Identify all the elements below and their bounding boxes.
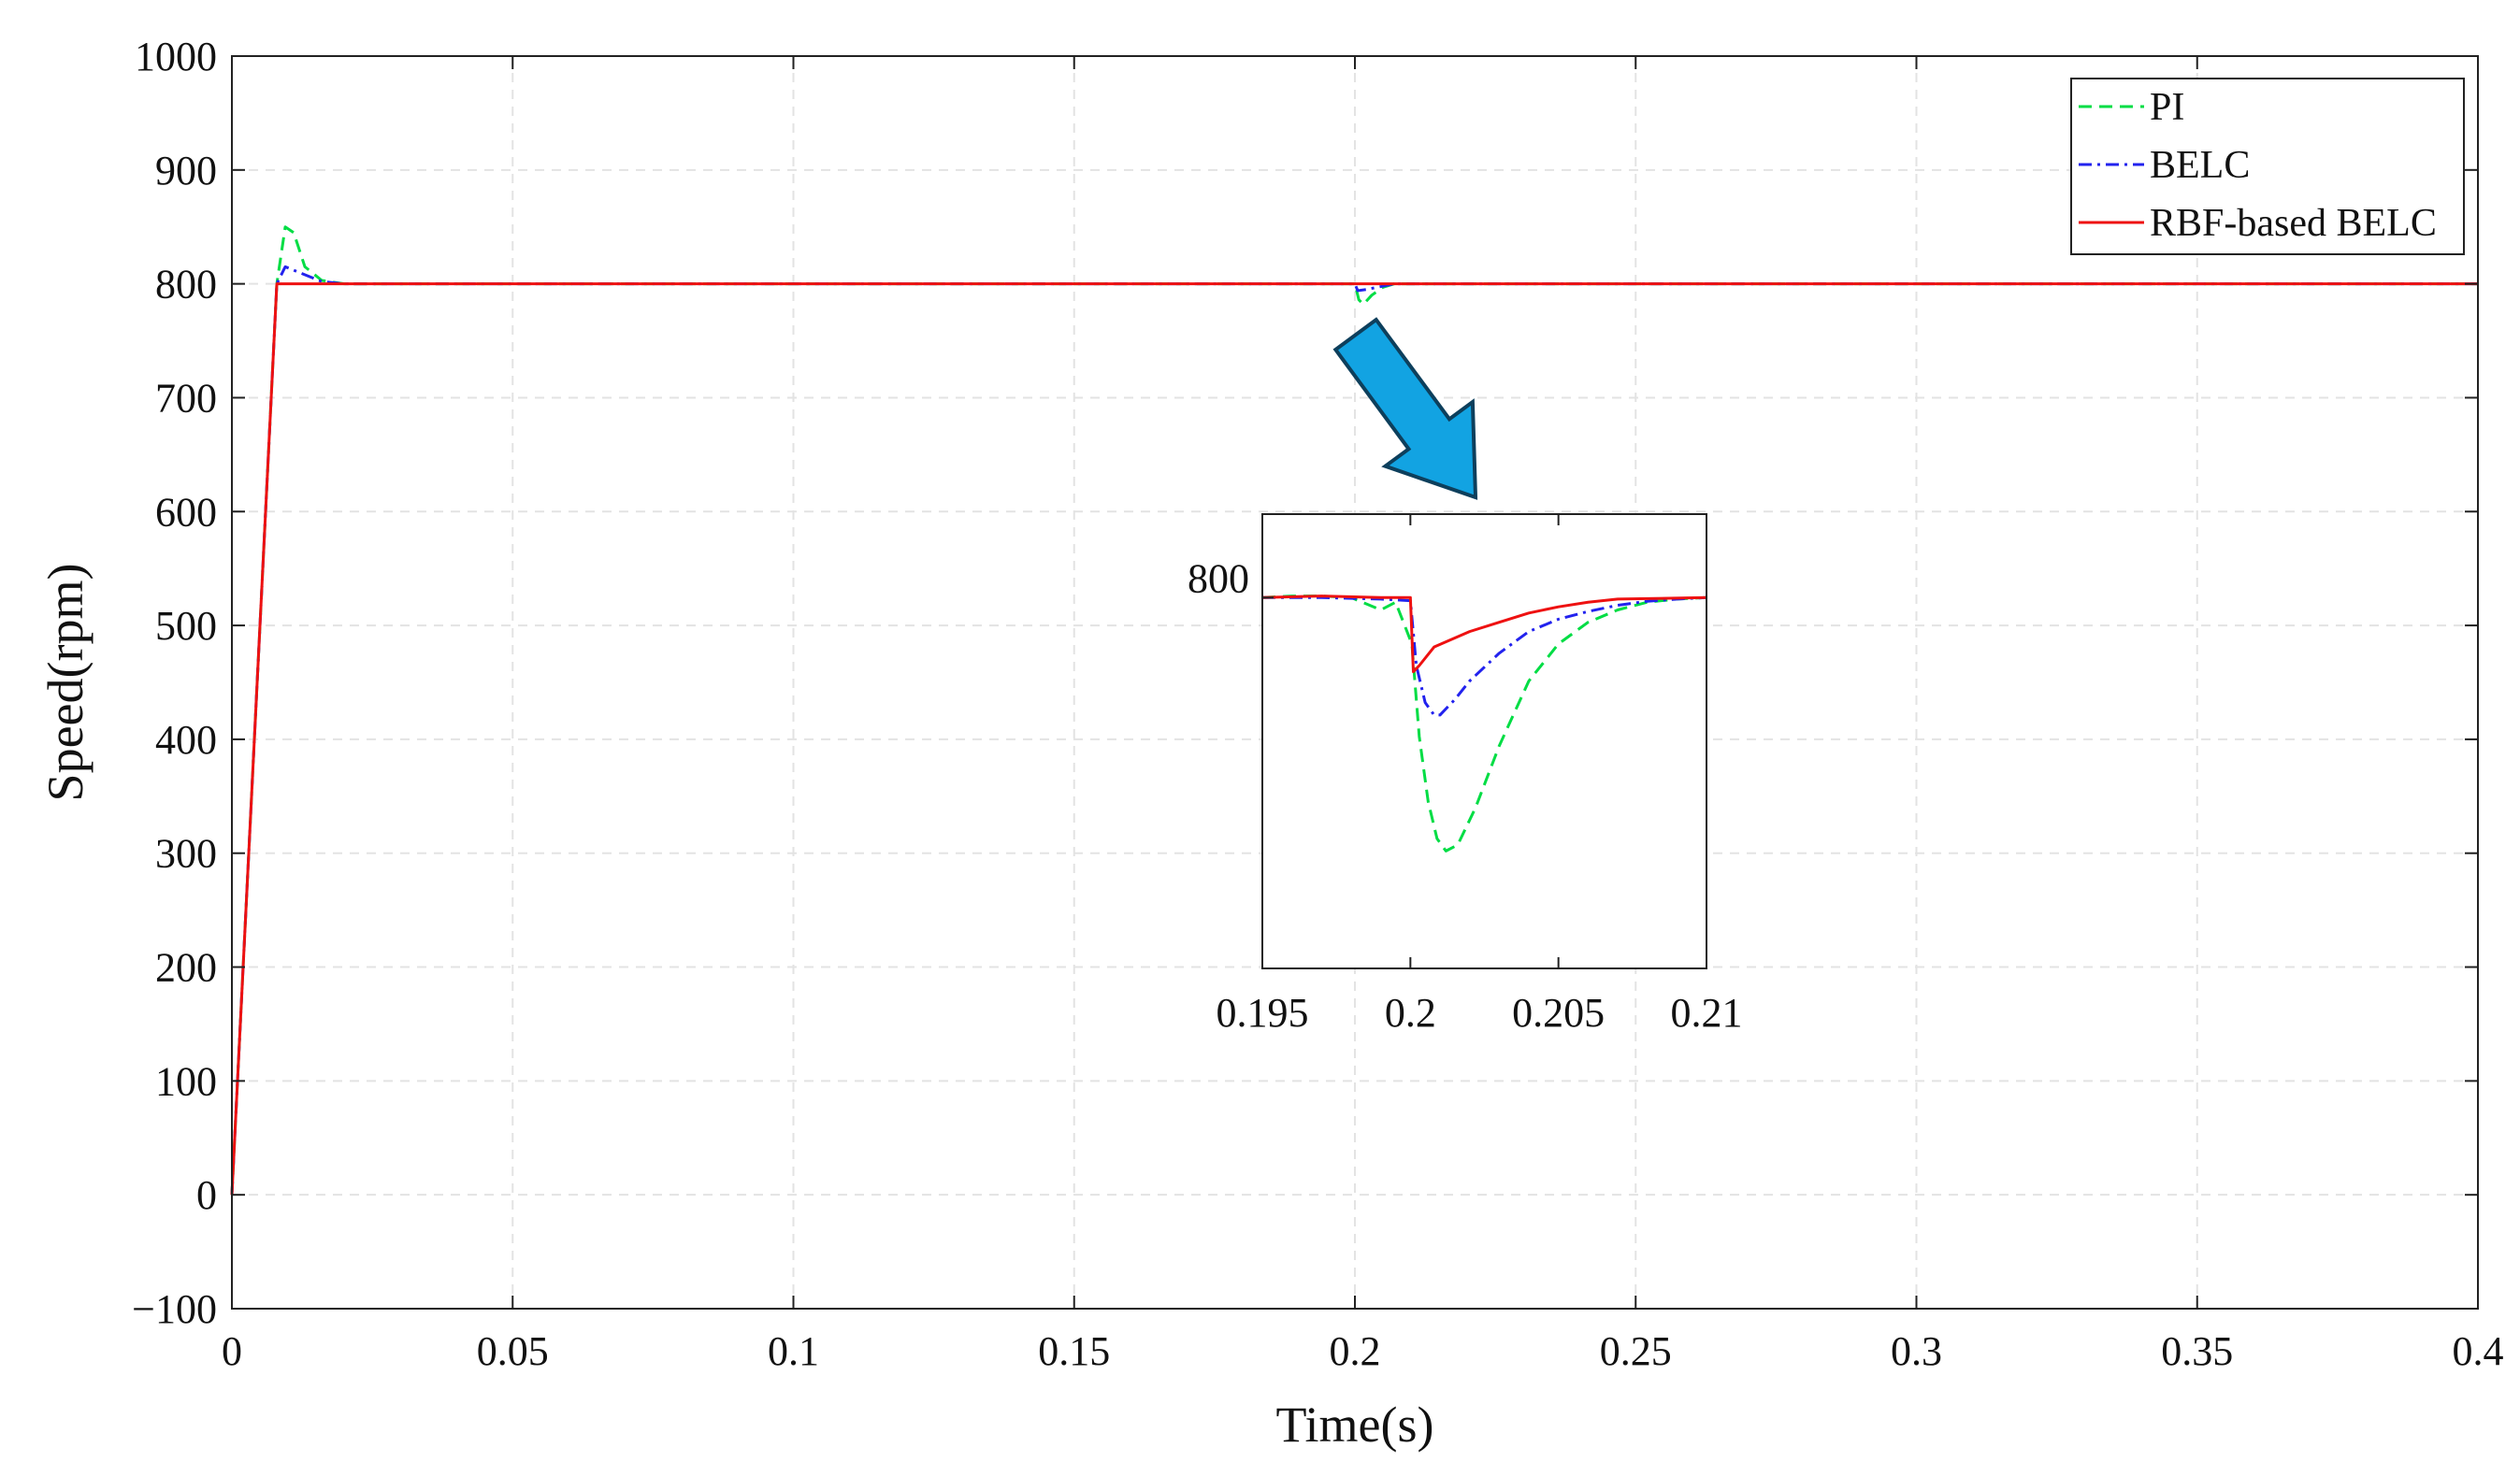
zoom-arrow-icon	[1332, 317, 1478, 500]
legend-label: BELC	[2150, 144, 2250, 187]
x-tick-label: 0	[222, 1328, 242, 1374]
y-tick-label: 200	[155, 945, 217, 991]
inset-x-tick-label: 0.2	[1385, 990, 1436, 1036]
inset-series	[1261, 595, 1707, 853]
main-axis-ticks: 0 0.05 0.1 0.15 0.2 0.25 0.3 0.35 0.4−1000100200…	[132, 34, 2503, 1374]
legend-box	[2070, 78, 2465, 255]
x-tick-label: 0.25	[1600, 1328, 1672, 1374]
x-tick-label: 0.1	[768, 1328, 819, 1374]
x-tick-label: 0.2	[1330, 1328, 1381, 1374]
y-tick-label: 0	[196, 1172, 217, 1218]
y-tick-label: 100	[155, 1058, 217, 1104]
x-tick-label: 0.05	[477, 1328, 549, 1374]
y-axis-label: Speed(rpm)	[37, 564, 94, 802]
legend-label: RBF-based BELC	[2150, 202, 2437, 245]
y-tick-label: 300	[155, 831, 217, 877]
legend-label: PI	[2150, 86, 2184, 129]
inset-zoom-plot: 0.195 0.2 0.205 0.21 800	[1188, 513, 1743, 1036]
y-tick-label: 800	[155, 262, 217, 308]
y-tick-label: 600	[155, 489, 217, 535]
y-tick-label: 700	[155, 375, 217, 421]
x-axis-label: Time(s)	[1275, 1397, 1433, 1453]
inset-series-rbf-based-belc-line	[1261, 595, 1707, 674]
inset-y-tick-label: 800	[1188, 555, 1249, 601]
y-tick-label: 500	[155, 603, 217, 649]
y-tick-label: −100	[132, 1286, 217, 1332]
y-tick-label: 900	[155, 148, 217, 193]
inset-frame	[1261, 513, 1707, 969]
inset-background	[1262, 514, 1706, 968]
main-series-rbf-based-belc-line	[230, 282, 2478, 1196]
y-tick-label: 1000	[135, 34, 217, 79]
inset-series-belc-line	[1262, 595, 1707, 717]
x-tick-label: 0.4	[2453, 1328, 2504, 1374]
inset-x-tick-label: 0.21	[1671, 990, 1743, 1036]
inset-series-pi-line	[1261, 595, 1707, 853]
main-series	[230, 225, 2478, 1196]
x-tick-label: 0.35	[2161, 1328, 2233, 1374]
legend: PI BELC RBF-based BELC	[2070, 78, 2465, 255]
x-tick-label: 0.3	[1891, 1328, 1942, 1374]
inset-x-tick-label: 0.195	[1217, 990, 1309, 1036]
y-tick-label: 400	[155, 717, 217, 763]
inset-axis-ticks: 0.195 0.2 0.205 0.21 800	[1188, 514, 1743, 1036]
inset-x-tick-label: 0.205	[1512, 990, 1605, 1036]
x-tick-label: 0.15	[1038, 1328, 1110, 1374]
